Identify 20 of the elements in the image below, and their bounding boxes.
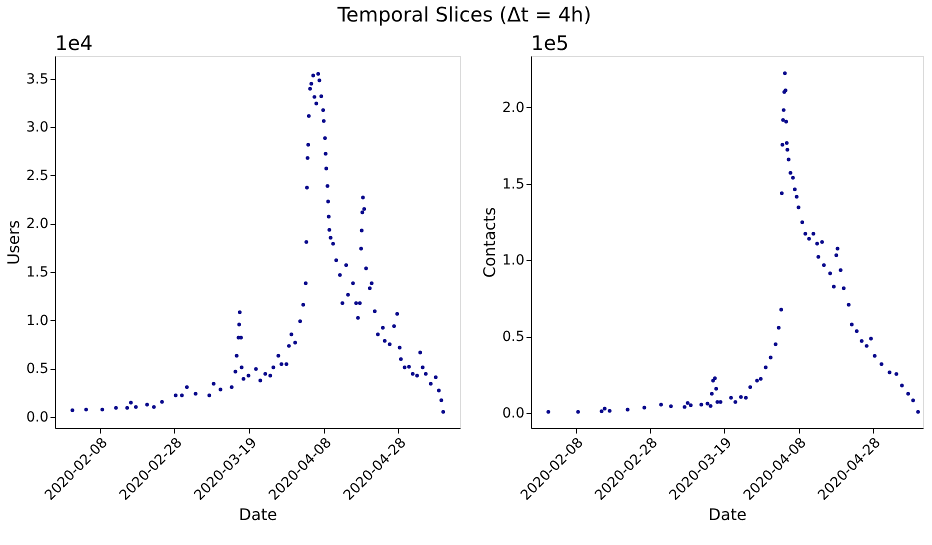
y-tick-label: 2.5 [26,168,48,184]
text: 1e5 [531,31,569,55]
y-tick-label: 0.5 [26,361,48,378]
y-tick-label: 1.5 [26,264,48,280]
y-tick-label: 3.0 [26,120,48,136]
text: 1e4 [55,31,93,55]
y-tick-label: 1.0 [26,312,48,329]
y-axis-title: Users [4,220,24,265]
y-tick-label: 0.5 [502,329,524,346]
y-tick-label: 1.0 [502,252,524,269]
y-tick-label: 0.0 [26,409,48,426]
x-axis-title: Date [238,504,278,524]
y-tick-label: 2.0 [502,100,524,116]
y-tick-label: 2.0 [26,216,48,232]
y-tick-label: 0.0 [502,405,524,422]
x-axis-title: Date [708,504,747,524]
y-tick-label: 1.5 [502,176,524,192]
chart-title: Temporal Slices (Δt = 4h) [336,2,592,26]
y-tick-label: 3.5 [26,71,48,88]
y-axis-title: Contacts [480,207,500,278]
